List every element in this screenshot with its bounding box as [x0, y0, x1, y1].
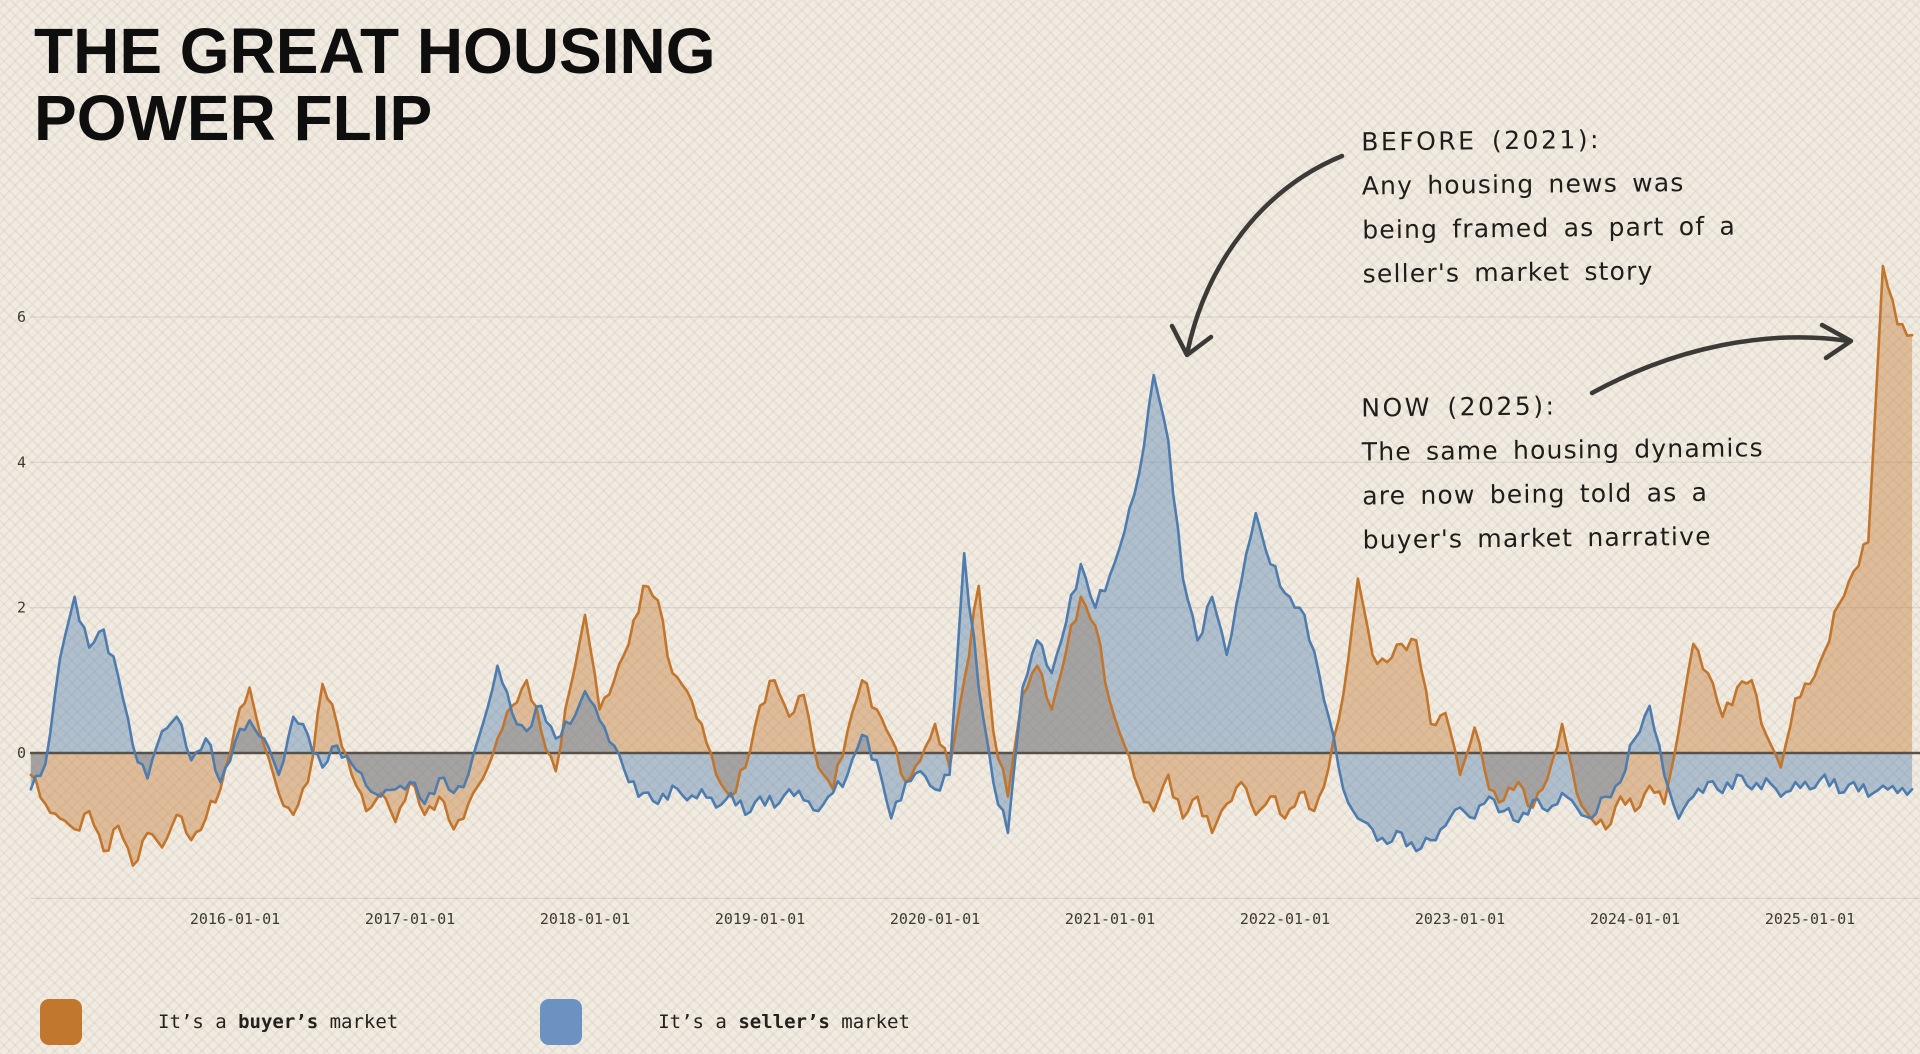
buyer-area — [30, 266, 1913, 866]
y-tick-label: 2 — [17, 599, 26, 617]
buyer-label-prefix: It’s a — [158, 1011, 239, 1033]
annotation-now-heading: NOW (2025): — [1361, 391, 1557, 423]
annotation-before-heading: BEFORE (2021): — [1361, 124, 1602, 157]
x-tick-label: 2025-01-01 — [1765, 910, 1855, 928]
annotation-now-line: The same housing dynamics — [1361, 433, 1764, 467]
page-title-line2: POWER FLIP — [34, 82, 433, 155]
annotation-now-line: are now being told as a — [1362, 477, 1709, 511]
x-tick-label: 2016-01-01 — [190, 910, 280, 928]
series-area-fills — [30, 266, 1913, 866]
x-tick-label: 2020-01-01 — [890, 910, 980, 928]
seller-label-prefix: It’s a — [658, 1011, 739, 1033]
seller-line — [29, 373, 1914, 853]
x-tick-label: 2017-01-01 — [365, 910, 455, 928]
y-tick-label: 6 — [17, 308, 26, 326]
axis-labels: 2016-01-01 2017-01-01 2018-01-01 2019-01-01… — [17, 308, 1855, 928]
x-tick-label: 2024-01-01 — [1590, 910, 1680, 928]
x-tick-label: 2023-01-01 — [1415, 910, 1505, 928]
gridlines — [30, 316, 1920, 899]
now-arrowhead-icon — [1819, 322, 1854, 361]
buyer-label-bold: buyer’s — [238, 1011, 319, 1033]
annotation-before-line: seller's market story — [1362, 256, 1654, 289]
before-arrowhead-icon — [1169, 323, 1214, 358]
seller-swatch — [540, 999, 583, 1045]
x-tick-label: 2018-01-01 — [540, 910, 630, 928]
y-tick-label: 0 — [17, 744, 26, 762]
before-arrow — [1184, 153, 1345, 357]
buyer-legend-label: It’s a buyer’s market — [158, 1011, 398, 1033]
now-arrow — [1589, 335, 1852, 396]
x-tick-label: 2022-01-01 — [1240, 910, 1330, 928]
series-lines — [29, 264, 1914, 867]
annotation-now-line: buyer's market narrative — [1362, 521, 1712, 555]
seller-label-bold: seller’s — [738, 1011, 830, 1033]
x-tick-label: 2019-01-01 — [715, 910, 805, 928]
buyer-line — [29, 264, 1914, 867]
seller-label-suffix: market — [829, 1011, 910, 1033]
legend: It’s a buyer’s market It’s a seller’s ma… — [40, 998, 910, 1046]
page-title: THE GREAT HOUSING POWER FLIP — [34, 15, 716, 155]
annotation-before: BEFORE (2021): Any housing news was bein… — [1361, 116, 1833, 297]
buyer-label-suffix: market — [318, 1011, 399, 1033]
annotation-arrows — [1169, 153, 1854, 396]
annotation-before-line: Any housing news was — [1361, 168, 1685, 201]
x-tick-label: 2021-01-01 — [1065, 910, 1155, 928]
y-tick-label: 4 — [17, 453, 26, 471]
annotation-now: NOW (2025): The same housing dynamics ar… — [1361, 382, 1833, 563]
buyer-swatch — [40, 999, 82, 1045]
annotation-before-line: being framed as part of a — [1362, 211, 1737, 245]
seller-legend-label: It’s a seller’s market — [658, 1011, 910, 1033]
page-title-line1: THE GREAT HOUSING — [34, 15, 716, 87]
